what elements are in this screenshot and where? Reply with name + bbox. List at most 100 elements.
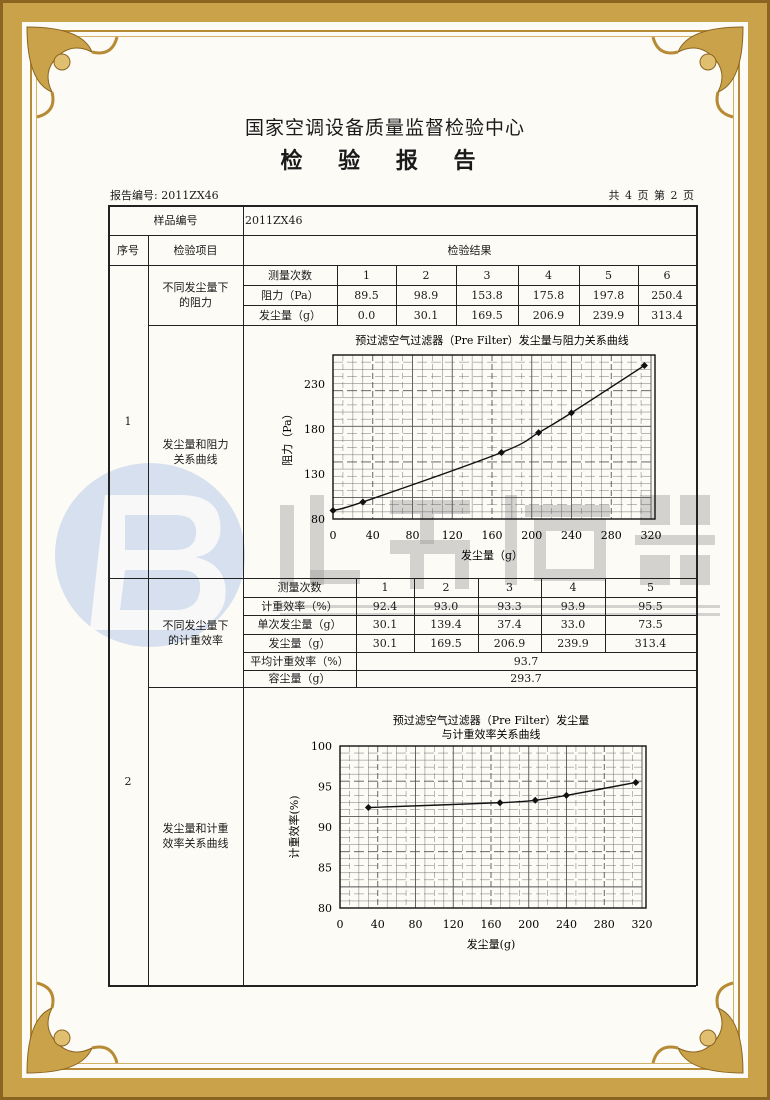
y-tick-label: 100 bbox=[311, 740, 332, 753]
chart-title-line2: 与计重效率关系曲线 bbox=[442, 727, 541, 741]
table-rule bbox=[108, 205, 110, 986]
table-rule bbox=[108, 235, 696, 236]
x-tick-label: 0 bbox=[330, 529, 337, 542]
x-tick-label: 320 bbox=[632, 918, 653, 931]
x-tick-label: 120 bbox=[443, 918, 464, 931]
data-point bbox=[640, 361, 648, 369]
table-cell: 93.3 bbox=[497, 599, 522, 613]
table-rule bbox=[605, 578, 606, 652]
sample-number-label: 样品编号 bbox=[153, 213, 198, 227]
y-tick-label: 95 bbox=[318, 781, 332, 794]
watermark-brand-mark bbox=[270, 495, 730, 625]
table-cell: 175.8 bbox=[532, 288, 565, 302]
x-tick-label: 280 bbox=[601, 529, 622, 542]
table-cell: 95.5 bbox=[638, 599, 663, 613]
table-rule bbox=[243, 205, 244, 986]
avg-efficiency-value: 93.7 bbox=[513, 654, 539, 668]
corner-ornament-icon bbox=[22, 978, 122, 1078]
doc-title: 检 验 报 告 bbox=[280, 148, 490, 174]
table-cell: 4 bbox=[569, 581, 577, 594]
dust-capacity-value: 293.7 bbox=[510, 672, 542, 685]
table-cell: 3 bbox=[506, 581, 513, 594]
corner-ornament-icon bbox=[22, 22, 122, 122]
row-label: 发尘量（g） bbox=[268, 636, 331, 650]
data-point bbox=[359, 498, 367, 506]
table-cell: 30.1 bbox=[372, 618, 398, 631]
watermark-logo-icon bbox=[50, 455, 250, 655]
table-cell: 98.9 bbox=[413, 288, 439, 302]
table-cell: 169.5 bbox=[430, 636, 462, 650]
table-cell: 1 bbox=[363, 268, 370, 282]
corner-ornament-icon bbox=[648, 978, 748, 1078]
section-1-seq: 1 bbox=[124, 415, 132, 428]
table-rule bbox=[243, 305, 696, 306]
table-cell: 5 bbox=[647, 581, 654, 594]
row-label: 发尘量（g） bbox=[258, 308, 322, 322]
table-cell: 33.0 bbox=[560, 618, 586, 631]
table-rule bbox=[696, 205, 698, 986]
table-cell: 153.8 bbox=[471, 288, 503, 302]
table-rule bbox=[638, 265, 639, 325]
table-cell: 239.9 bbox=[557, 636, 589, 650]
table-cell: 1 bbox=[381, 581, 389, 594]
x-tick-label: 80 bbox=[406, 529, 420, 542]
data-point bbox=[535, 429, 543, 437]
table-cell: 73.5 bbox=[638, 618, 663, 631]
table-cell: 92.4 bbox=[372, 599, 398, 613]
table-cell: 93.0 bbox=[433, 599, 459, 613]
section-2-item-efficiency: 不同发尘量下的计重效率 bbox=[162, 618, 229, 647]
table-cell: 3 bbox=[483, 268, 491, 282]
x-tick-label: 120 bbox=[442, 529, 463, 542]
y-tick-label: 90 bbox=[318, 821, 332, 834]
table-cell: 2 bbox=[442, 581, 450, 594]
data-point bbox=[329, 506, 337, 514]
table-rule bbox=[108, 985, 696, 987]
row-label: 阻力（Pa） bbox=[261, 288, 319, 302]
row-label: 测量次数 bbox=[277, 581, 322, 594]
row-label: 单次发尘量（g） bbox=[257, 618, 342, 631]
table-rule bbox=[148, 235, 149, 986]
data-point bbox=[562, 791, 570, 799]
sample-number-value: 2011ZX46 bbox=[245, 213, 303, 227]
column-header-result: 检验结果 bbox=[447, 243, 492, 257]
row-label: 测量次数 bbox=[268, 268, 312, 282]
x-tick-label: 40 bbox=[366, 529, 380, 542]
table-cell: 6 bbox=[663, 268, 671, 282]
data-point bbox=[497, 448, 505, 456]
y-axis-label: 计重效率(%) bbox=[287, 795, 301, 858]
table-rule bbox=[337, 265, 338, 325]
x-axis-label: 发尘量(g) bbox=[467, 937, 516, 951]
data-point bbox=[531, 796, 539, 804]
x-tick-label: 200 bbox=[518, 918, 539, 931]
y-tick-label: 80 bbox=[318, 902, 332, 915]
table-rule bbox=[243, 652, 696, 653]
chart-title: 预过滤空气过滤器（Pre Filter）发尘量 bbox=[393, 713, 590, 727]
x-tick-label: 160 bbox=[482, 529, 503, 542]
table-cell: 206.9 bbox=[493, 636, 526, 650]
table-rule bbox=[243, 615, 696, 616]
x-tick-label: 280 bbox=[594, 918, 615, 931]
table-rule bbox=[414, 578, 415, 652]
x-tick-label: 200 bbox=[521, 529, 542, 542]
table-rule bbox=[243, 670, 696, 671]
table-rule bbox=[478, 578, 479, 652]
frame-inner-line-2 bbox=[36, 36, 734, 1064]
section-2-item-curve: 发尘量和计重效率关系曲线 bbox=[162, 822, 229, 850]
table-rule bbox=[456, 265, 457, 325]
plot-frame bbox=[332, 354, 656, 520]
y-axis-label: 阻力（Pa） bbox=[281, 408, 294, 465]
table-cell: 30.1 bbox=[413, 308, 439, 322]
report-number: 报告编号: 2011ZX46 bbox=[110, 189, 219, 202]
y-tick-label: 230 bbox=[304, 378, 325, 391]
dust-capacity-label: 容尘量（g） bbox=[268, 672, 331, 685]
table-rule bbox=[243, 285, 696, 286]
x-tick-label: 80 bbox=[409, 918, 423, 931]
table-cell: 313.4 bbox=[651, 308, 683, 322]
column-header-seq: 序号 bbox=[117, 243, 139, 257]
table-rule bbox=[243, 597, 696, 598]
x-tick-label: 240 bbox=[561, 529, 582, 542]
section-2-seq: 2 bbox=[124, 775, 132, 788]
table-rule bbox=[148, 687, 696, 688]
